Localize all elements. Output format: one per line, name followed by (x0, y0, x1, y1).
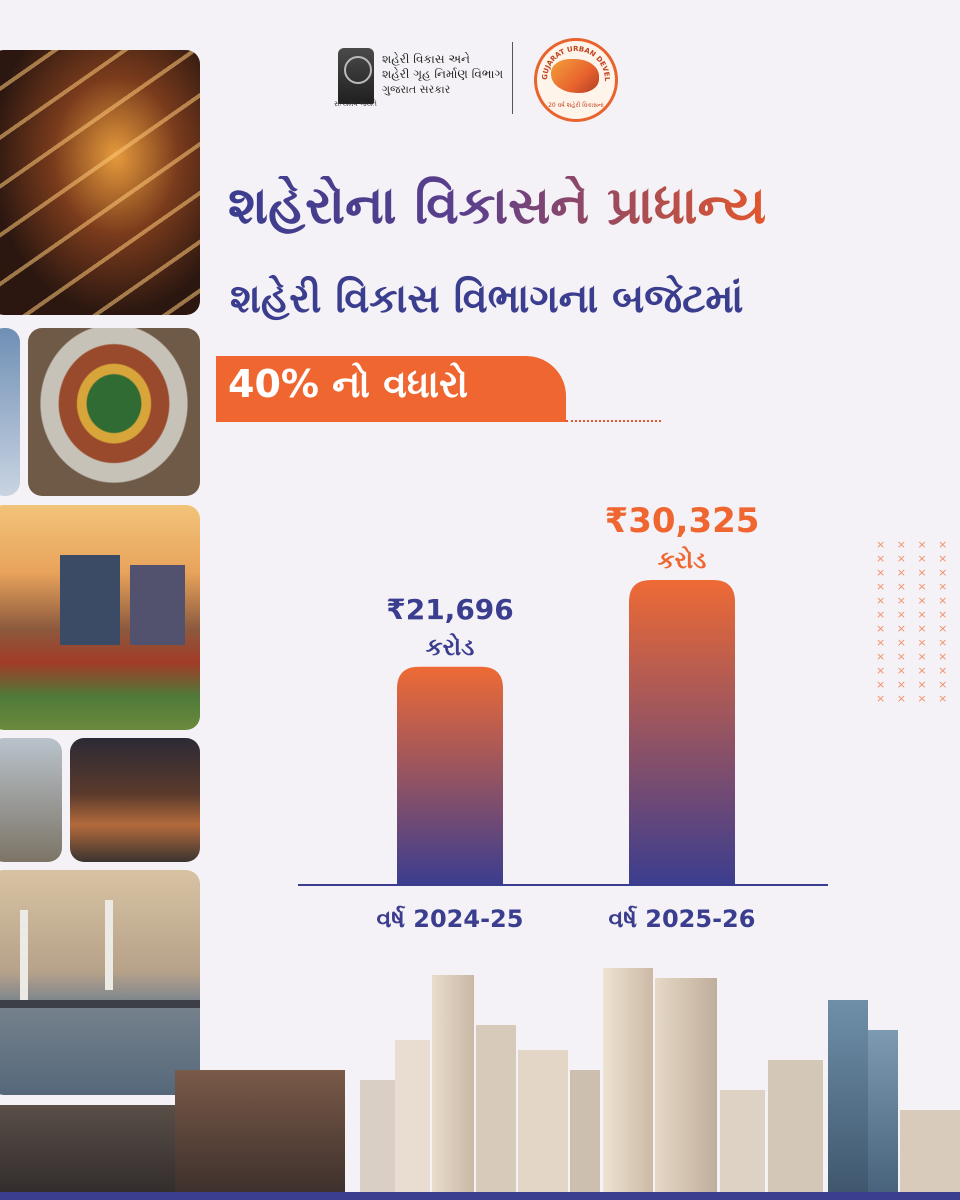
bottom-strip (0, 1192, 960, 1200)
bar-value-label-2: ₹30,325 (605, 501, 760, 541)
flyover-photo (0, 50, 200, 315)
budget-bar-chart: ₹21,696 કરોડ વર્ષ 2024-25 ₹30,325 કરોડ વર્ષ 2… (298, 501, 828, 933)
decorative-cross-pattern: × × × × × × × × × × × × × × × × × × × × × × ×… (876, 538, 952, 705)
urban-development-year-logo: GUJARAT URBAN DEVELOPMENT YEAR 2025 20 વ… (534, 38, 618, 122)
department-line-1: શહેરી વિકાસ અને (382, 52, 470, 66)
department-line-3: ગુજરાત સરકાર (382, 83, 451, 96)
header-divider (512, 42, 513, 114)
bridge-photo-partial (0, 328, 20, 496)
city-skyline-image (0, 960, 960, 1200)
department-line-2: શહેરી ગૃહ નિર્માણ વિભાગ (382, 67, 504, 81)
headline: શહેરોના વિકાસને પ્રાધાન્ય (228, 176, 767, 236)
stadium-photo (28, 328, 200, 496)
bar-1 (397, 666, 503, 885)
bar-unit-label-2: કરોડ (658, 545, 707, 574)
statue-photo (0, 738, 62, 862)
subheadline: શહેરી વિકાસ વિભાગના બજેટમાં (230, 276, 744, 322)
logo-ring: GUJARAT URBAN DEVELOPMENT YEAR 2025 20 વ… (537, 41, 611, 109)
cable-bridge-photo (0, 870, 200, 1095)
convention-centre-photo (70, 738, 200, 862)
category-label-1: વર્ષ 2024-25 (377, 905, 524, 933)
dotted-divider (566, 420, 661, 422)
logo-bottom-text: 20 વર્ષ શહેરી વિકાસનાં (548, 101, 604, 109)
highlight-text: 40% નો વધારો (228, 362, 469, 406)
logo-ring-text: GUJARAT URBAN DEVELOPMENT YEAR 2025 (537, 41, 611, 82)
bar-unit-label-1: કરોડ (426, 632, 475, 661)
government-building-photo (0, 505, 200, 730)
department-name: શહેરી વિકાસ અને શહેરી ગૃહ નિર્માણ વિભાગ … (382, 52, 503, 97)
bar-2 (629, 580, 735, 885)
state-emblem-icon (338, 48, 374, 104)
highlight-banner (216, 356, 566, 422)
category-label-2: વર્ષ 2025-26 (609, 905, 756, 933)
bar-value-label-1: ₹21,696 (386, 593, 514, 626)
emblem-caption: સત્યમેવ જયતે (334, 100, 377, 108)
